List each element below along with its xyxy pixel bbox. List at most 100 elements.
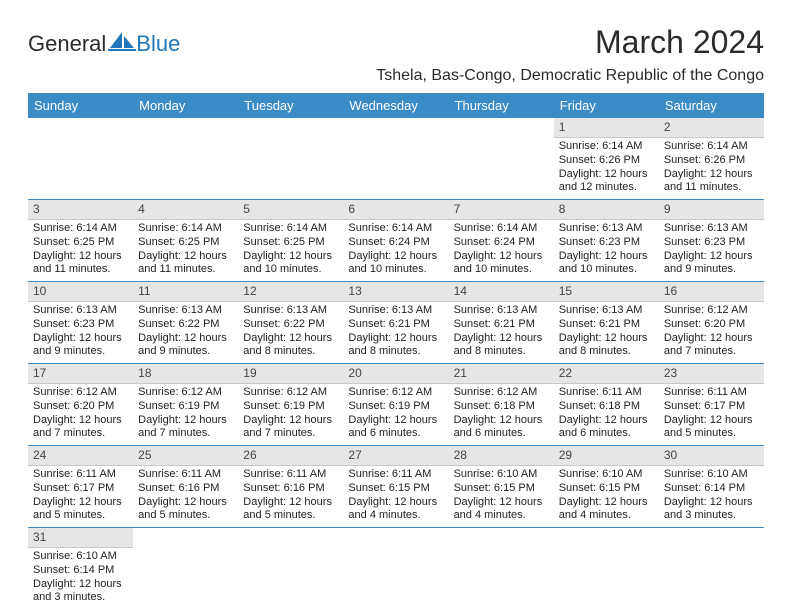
calendar-cell [238, 118, 343, 200]
calendar-cell: 14Sunrise: 6:13 AMSunset: 6:21 PMDayligh… [449, 282, 554, 364]
daylight-line: Daylight: 12 hours and 9 minutes. [138, 332, 233, 360]
logo-text-general: General [28, 31, 106, 57]
calendar-cell: 10Sunrise: 6:13 AMSunset: 6:23 PMDayligh… [28, 282, 133, 364]
day-number: 1 [554, 118, 659, 138]
daylight-line: Daylight: 12 hours and 8 minutes. [348, 332, 443, 360]
sunrise-line: Sunrise: 6:12 AM [138, 386, 233, 400]
sunrise-line: Sunrise: 6:11 AM [559, 386, 654, 400]
sunset-line: Sunset: 6:17 PM [33, 482, 128, 496]
calendar-cell: 24Sunrise: 6:11 AMSunset: 6:17 PMDayligh… [28, 446, 133, 528]
day-content: Sunrise: 6:14 AMSunset: 6:25 PMDaylight:… [238, 220, 343, 281]
daylight-line: Daylight: 12 hours and 6 minutes. [454, 414, 549, 442]
weekday-header: Wednesday [343, 93, 448, 118]
logo-sail-icon [108, 30, 138, 58]
sunset-line: Sunset: 6:15 PM [454, 482, 549, 496]
day-number: 11 [133, 282, 238, 302]
day-number: 7 [449, 200, 554, 220]
calendar-body: 1Sunrise: 6:14 AMSunset: 6:26 PMDaylight… [28, 118, 764, 609]
day-content: Sunrise: 6:12 AMSunset: 6:19 PMDaylight:… [343, 384, 448, 445]
calendar-cell: 28Sunrise: 6:10 AMSunset: 6:15 PMDayligh… [449, 446, 554, 528]
day-content: Sunrise: 6:13 AMSunset: 6:21 PMDaylight:… [343, 302, 448, 363]
calendar-cell: 26Sunrise: 6:11 AMSunset: 6:16 PMDayligh… [238, 446, 343, 528]
sunrise-line: Sunrise: 6:13 AM [33, 304, 128, 318]
sunset-line: Sunset: 6:24 PM [348, 236, 443, 250]
sunrise-line: Sunrise: 6:10 AM [454, 468, 549, 482]
sunset-line: Sunset: 6:21 PM [348, 318, 443, 332]
calendar-cell: 11Sunrise: 6:13 AMSunset: 6:22 PMDayligh… [133, 282, 238, 364]
daylight-line: Daylight: 12 hours and 10 minutes. [243, 250, 338, 278]
calendar-cell: 13Sunrise: 6:13 AMSunset: 6:21 PMDayligh… [343, 282, 448, 364]
day-number: 22 [554, 364, 659, 384]
day-content: Sunrise: 6:13 AMSunset: 6:21 PMDaylight:… [449, 302, 554, 363]
sunset-line: Sunset: 6:14 PM [664, 482, 759, 496]
sunset-line: Sunset: 6:23 PM [664, 236, 759, 250]
sunset-line: Sunset: 6:22 PM [138, 318, 233, 332]
sunrise-line: Sunrise: 6:12 AM [664, 304, 759, 318]
day-number: 28 [449, 446, 554, 466]
sunset-line: Sunset: 6:14 PM [33, 564, 128, 578]
calendar-cell: 19Sunrise: 6:12 AMSunset: 6:19 PMDayligh… [238, 364, 343, 446]
calendar-cell: 9Sunrise: 6:13 AMSunset: 6:23 PMDaylight… [659, 200, 764, 282]
sunrise-line: Sunrise: 6:13 AM [243, 304, 338, 318]
sunset-line: Sunset: 6:19 PM [243, 400, 338, 414]
sunset-line: Sunset: 6:18 PM [454, 400, 549, 414]
day-number: 20 [343, 364, 448, 384]
weekday-header: Friday [554, 93, 659, 118]
calendar-cell: 31Sunrise: 6:10 AMSunset: 6:14 PMDayligh… [28, 528, 133, 610]
sunrise-line: Sunrise: 6:14 AM [243, 222, 338, 236]
calendar-cell: 1Sunrise: 6:14 AMSunset: 6:26 PMDaylight… [554, 118, 659, 200]
day-number: 4 [133, 200, 238, 220]
sunrise-line: Sunrise: 6:12 AM [33, 386, 128, 400]
day-number: 5 [238, 200, 343, 220]
daylight-line: Daylight: 12 hours and 4 minutes. [559, 496, 654, 524]
sunset-line: Sunset: 6:19 PM [138, 400, 233, 414]
sunset-line: Sunset: 6:25 PM [138, 236, 233, 250]
month-title: March 2024 [376, 24, 764, 61]
calendar-cell [343, 528, 448, 610]
day-content: Sunrise: 6:13 AMSunset: 6:23 PMDaylight:… [28, 302, 133, 363]
day-number: 27 [343, 446, 448, 466]
sunset-line: Sunset: 6:15 PM [559, 482, 654, 496]
day-number: 10 [28, 282, 133, 302]
day-number: 12 [238, 282, 343, 302]
calendar-cell: 25Sunrise: 6:11 AMSunset: 6:16 PMDayligh… [133, 446, 238, 528]
sunrise-line: Sunrise: 6:11 AM [243, 468, 338, 482]
daylight-line: Daylight: 12 hours and 12 minutes. [559, 168, 654, 196]
sunset-line: Sunset: 6:25 PM [33, 236, 128, 250]
daylight-line: Daylight: 12 hours and 11 minutes. [33, 250, 128, 278]
calendar-header-row: SundayMondayTuesdayWednesdayThursdayFrid… [28, 93, 764, 118]
sunset-line: Sunset: 6:15 PM [348, 482, 443, 496]
calendar-cell: 27Sunrise: 6:11 AMSunset: 6:15 PMDayligh… [343, 446, 448, 528]
day-content: Sunrise: 6:11 AMSunset: 6:15 PMDaylight:… [343, 466, 448, 527]
day-number: 30 [659, 446, 764, 466]
calendar-cell: 29Sunrise: 6:10 AMSunset: 6:15 PMDayligh… [554, 446, 659, 528]
day-content: Sunrise: 6:14 AMSunset: 6:24 PMDaylight:… [449, 220, 554, 281]
calendar-cell: 4Sunrise: 6:14 AMSunset: 6:25 PMDaylight… [133, 200, 238, 282]
day-content: Sunrise: 6:11 AMSunset: 6:16 PMDaylight:… [238, 466, 343, 527]
day-number: 26 [238, 446, 343, 466]
calendar-page: General Blue March 2024 Tshela, Bas-Cong… [0, 0, 792, 609]
calendar-cell: 17Sunrise: 6:12 AMSunset: 6:20 PMDayligh… [28, 364, 133, 446]
sunrise-line: Sunrise: 6:12 AM [348, 386, 443, 400]
sunrise-line: Sunrise: 6:13 AM [559, 304, 654, 318]
daylight-line: Daylight: 12 hours and 7 minutes. [138, 414, 233, 442]
weekday-header: Saturday [659, 93, 764, 118]
sunset-line: Sunset: 6:21 PM [454, 318, 549, 332]
sunrise-line: Sunrise: 6:11 AM [33, 468, 128, 482]
sunset-line: Sunset: 6:18 PM [559, 400, 654, 414]
sunset-line: Sunset: 6:20 PM [33, 400, 128, 414]
day-content: Sunrise: 6:12 AMSunset: 6:18 PMDaylight:… [449, 384, 554, 445]
calendar-table: SundayMondayTuesdayWednesdayThursdayFrid… [28, 93, 764, 609]
location-line: Tshela, Bas-Congo, Democratic Republic o… [376, 67, 764, 85]
day-content: Sunrise: 6:11 AMSunset: 6:17 PMDaylight:… [28, 466, 133, 527]
sunset-line: Sunset: 6:24 PM [454, 236, 549, 250]
calendar-cell [449, 118, 554, 200]
sunrise-line: Sunrise: 6:10 AM [33, 550, 128, 564]
day-content: Sunrise: 6:14 AMSunset: 6:26 PMDaylight:… [659, 138, 764, 199]
day-number: 24 [28, 446, 133, 466]
sunset-line: Sunset: 6:16 PM [138, 482, 233, 496]
daylight-line: Daylight: 12 hours and 5 minutes. [33, 496, 128, 524]
sunrise-line: Sunrise: 6:14 AM [664, 140, 759, 154]
calendar-cell [659, 528, 764, 610]
day-content: Sunrise: 6:12 AMSunset: 6:20 PMDaylight:… [659, 302, 764, 363]
